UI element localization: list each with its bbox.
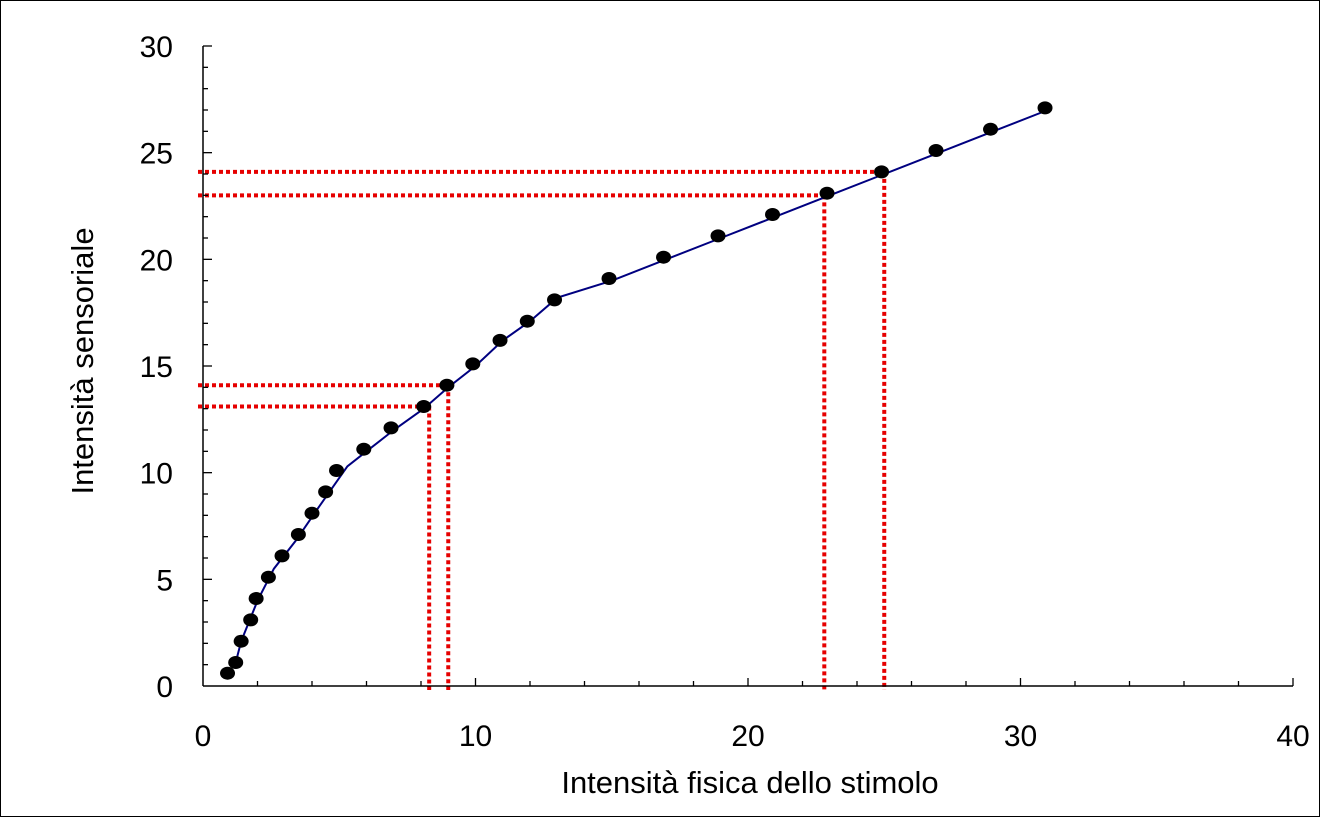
data-point [710,229,726,243]
y-axis-title: Intensità sensoriale [65,227,100,494]
data-point [228,656,244,670]
y-tick-label: 30 [140,31,173,64]
data-point [547,293,563,307]
data-point [465,357,481,371]
data-point [383,421,399,435]
data-point [260,570,276,584]
data-point [416,400,432,414]
y-tick-label: 0 [156,671,173,704]
x-tick-label: 20 [731,720,764,753]
y-tick-label: 20 [140,244,173,277]
data-points [220,101,1053,680]
data-point [220,666,236,680]
data-point [329,464,345,478]
data-point [983,122,999,136]
data-point [601,272,617,286]
fit-curve [234,109,1049,663]
data-point [519,314,535,328]
data-point [439,378,455,392]
data-point [492,333,508,347]
guide-lines [198,169,887,690]
data-point [274,549,290,563]
data-point [1037,101,1053,115]
x-tick-label: 30 [1004,720,1037,753]
x-axis-title: Intensità fisica dello stimolo [561,765,938,800]
data-point [243,613,259,627]
x-tick-label: 10 [459,720,492,753]
y-tick-label: 5 [156,564,173,597]
y-tick-label: 15 [140,351,173,384]
ticks: 0 10 20 30 40 0 5 10 15 20 25 30 [140,31,1310,753]
data-point [874,165,890,179]
axes [202,46,1293,687]
data-point [819,186,835,200]
x-tick-label: 0 [195,720,212,753]
data-point [765,208,781,222]
data-point [304,506,320,520]
data-point [656,250,672,264]
data-point [356,442,372,456]
x-tick-label: 40 [1276,720,1309,753]
data-point [290,528,306,542]
data-point [318,485,334,499]
data-point [248,592,264,606]
y-tick-label: 25 [140,138,173,171]
fit-curve-layer [234,109,1049,663]
data-point [233,634,249,648]
y-tick-label: 10 [140,458,173,491]
data-point [928,144,944,158]
